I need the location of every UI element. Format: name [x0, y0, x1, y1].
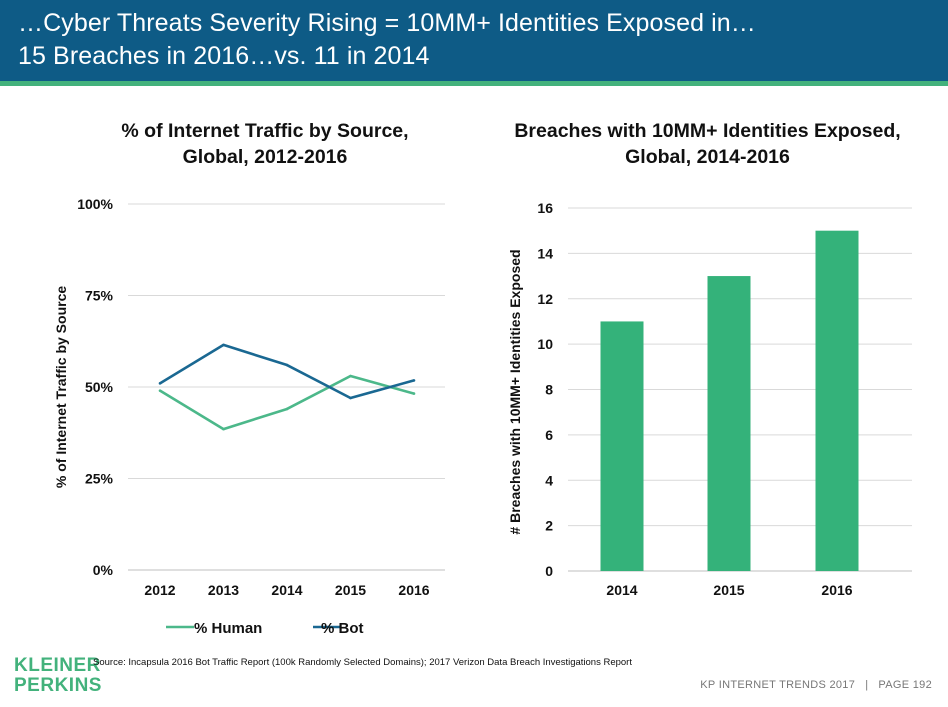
line-x-tick-label: 2015	[335, 582, 366, 598]
bar-chart-title: Breaches with 10MM+ Identities Exposed, …	[490, 120, 925, 169]
line-x-tick-label: 2014	[271, 582, 302, 598]
line-y-tick-label: 25%	[85, 471, 114, 487]
line-y-tick-label: 75%	[85, 288, 114, 304]
legend-label: % Human	[194, 620, 262, 637]
line-y-tick-label: 0%	[93, 562, 114, 578]
legend-label: % Bot	[321, 620, 364, 637]
series-point	[349, 374, 352, 378]
bar-chart-title-line-2: Global, 2014-2016	[625, 146, 790, 168]
header-divider	[0, 81, 948, 86]
slide-title-line-2: 15 Breaches in 2016…vs. 11 in 2014	[18, 42, 430, 70]
line-y-axis-label: % of Internet Traffic by Source	[53, 286, 69, 488]
series-point	[349, 396, 352, 400]
line-y-tick-label: 50%	[85, 379, 114, 395]
series-line-bot	[159, 343, 415, 400]
line-y-tick-label: 100%	[77, 196, 113, 212]
header-banner: …Cyber Threats Severity Rising = 10MM+ I…	[0, 0, 948, 81]
logo-line-2: PERKINS	[14, 675, 102, 696]
bar-chart-title-line-1: Breaches with 10MM+ Identities Exposed,	[514, 120, 901, 142]
line-chart-title-line-1: % of Internet Traffic by Source,	[121, 120, 409, 142]
page-footer: KP INTERNET TRENDS 2017 | PAGE 192	[700, 679, 932, 691]
slide-title-line-1: …Cyber Threats Severity Rising = 10MM+ I…	[18, 9, 756, 37]
series-line-human	[159, 374, 415, 431]
series-point	[285, 363, 289, 367]
line-x-tick-label: 2016	[398, 582, 429, 598]
series-point	[158, 389, 162, 392]
line-x-tick-label: 2013	[208, 582, 239, 598]
series-point	[285, 407, 289, 411]
source-note: Source: Incapsula 2016 Bot Traffic Repor…	[93, 657, 632, 668]
series-point	[222, 427, 225, 431]
line-chart-title-line-2: Global, 2012-2016	[182, 146, 348, 168]
series-point	[222, 343, 225, 347]
series-point	[412, 392, 416, 395]
kleiner-perkins-logo: KLEINER PERKINS	[14, 656, 102, 696]
logo-line-1: KLEINER	[14, 655, 101, 676]
series-point	[412, 379, 416, 382]
line-chart-title: % of Internet Traffic by Source, Global,…	[70, 120, 460, 169]
series-point	[158, 382, 162, 385]
line-x-tick-label: 2012	[144, 582, 175, 598]
